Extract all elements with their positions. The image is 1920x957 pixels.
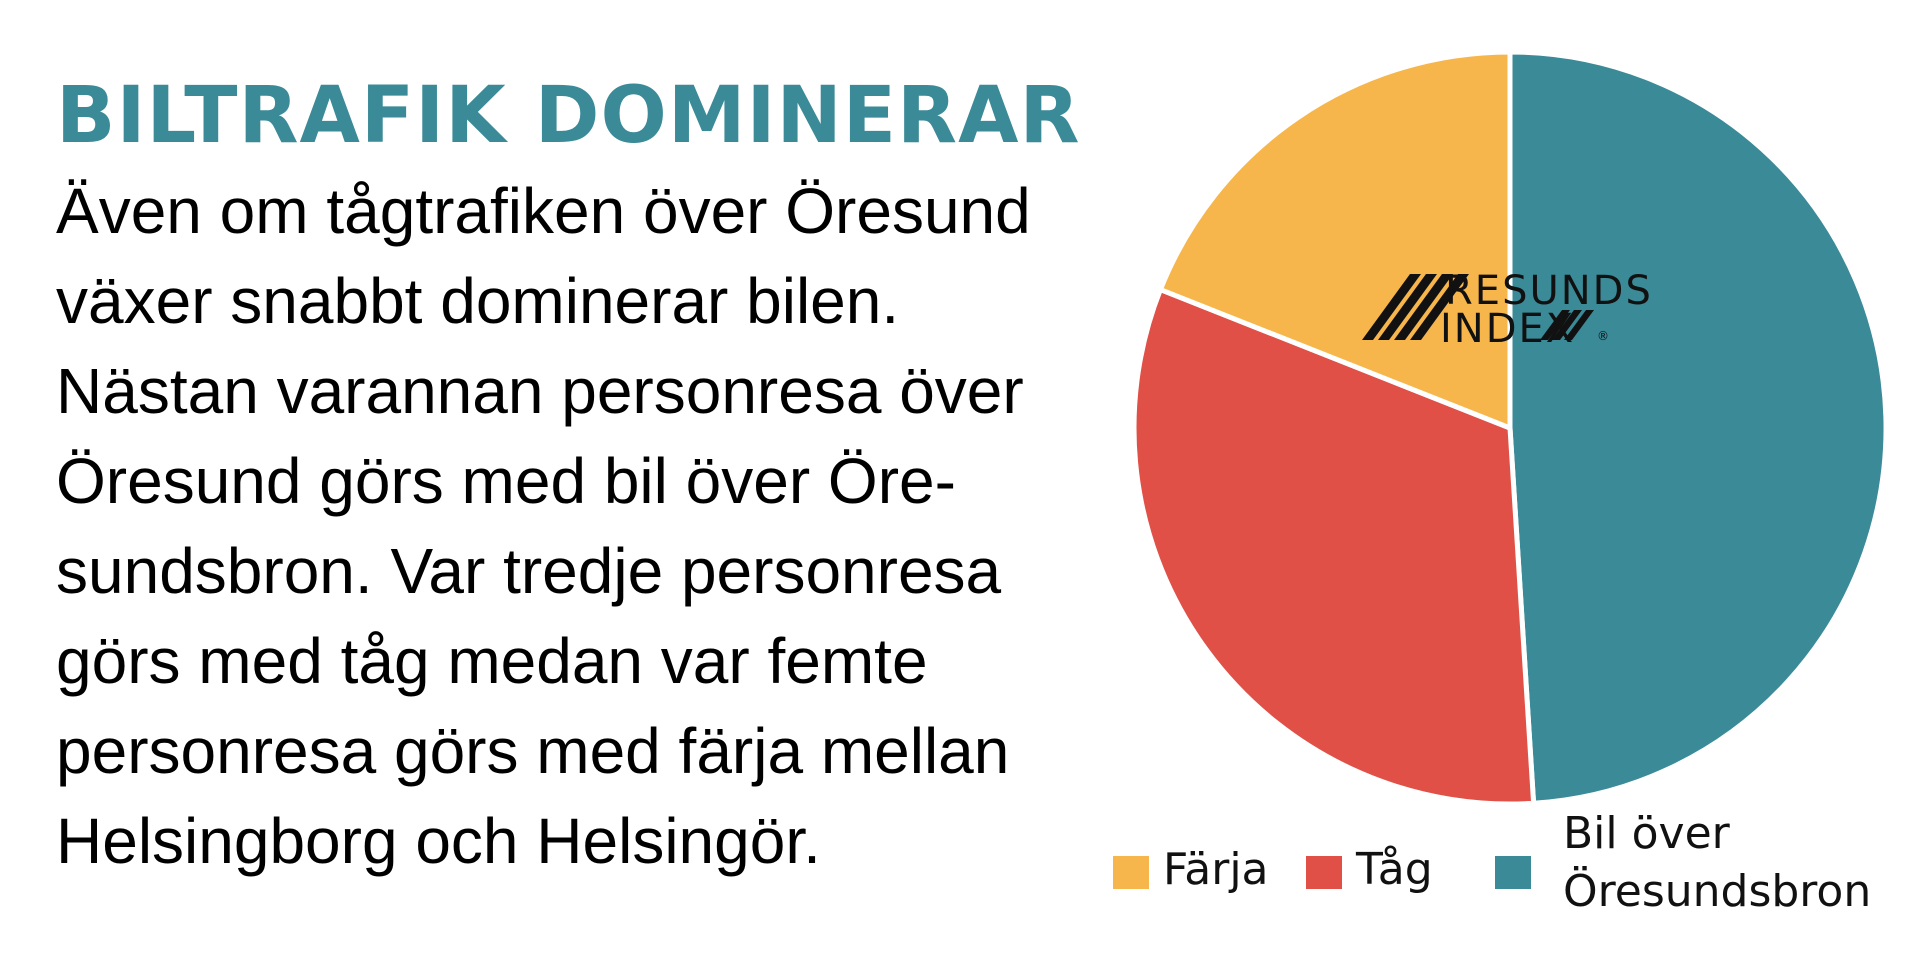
logo-text-top: RESUNDS <box>1445 268 1653 314</box>
chart-legend: Färja Tåg Bil över Öresundsbron <box>1113 804 1913 944</box>
logo-text-bottom: INDEX <box>1440 306 1575 352</box>
pie-slice-1 <box>1507 49 1889 806</box>
pie-slice-2 <box>1131 287 1537 807</box>
body-line: Även om tågtrafiken över Öresund <box>56 175 1031 247</box>
legend-swatch-tag <box>1306 856 1342 889</box>
body-line: sundsbron. Var tredje personresa <box>56 535 1002 607</box>
legend-label-tag: Tåg <box>1356 844 1433 895</box>
body-line: Öresund görs med bil över Öre- <box>56 445 956 517</box>
body-text: Även om tågtrafiken över Öresund växer s… <box>56 166 1056 886</box>
logo-registered-mark: ® <box>1597 329 1609 343</box>
headline: BILTRAFIK DOMINERAR <box>56 71 1081 161</box>
logo-stripes-icon <box>1362 274 1594 340</box>
legend-label-farja: Färja <box>1163 844 1269 895</box>
legend-label-bil-line1: Bil över <box>1563 808 1730 859</box>
pie-slices <box>1131 49 1889 807</box>
body-line: personresa görs med färja mellan <box>56 715 1010 787</box>
body-line: Nästan varannan personresa över <box>56 355 1024 427</box>
body-line: växer snabbt dominerar bilen. <box>56 265 900 337</box>
body-line: görs med tåg medan var femte <box>56 625 928 697</box>
pie-chart: RESUNDS INDEX ® <box>1131 49 1889 807</box>
legend-swatch-farja <box>1113 856 1149 889</box>
legend-label-bil-line2: Öresundsbron <box>1563 866 1872 917</box>
legend-swatch-bil <box>1495 856 1531 889</box>
body-line: Helsingborg och Helsingör. <box>56 805 821 877</box>
oresunds-index-logo: RESUNDS INDEX ® <box>1362 268 1653 352</box>
